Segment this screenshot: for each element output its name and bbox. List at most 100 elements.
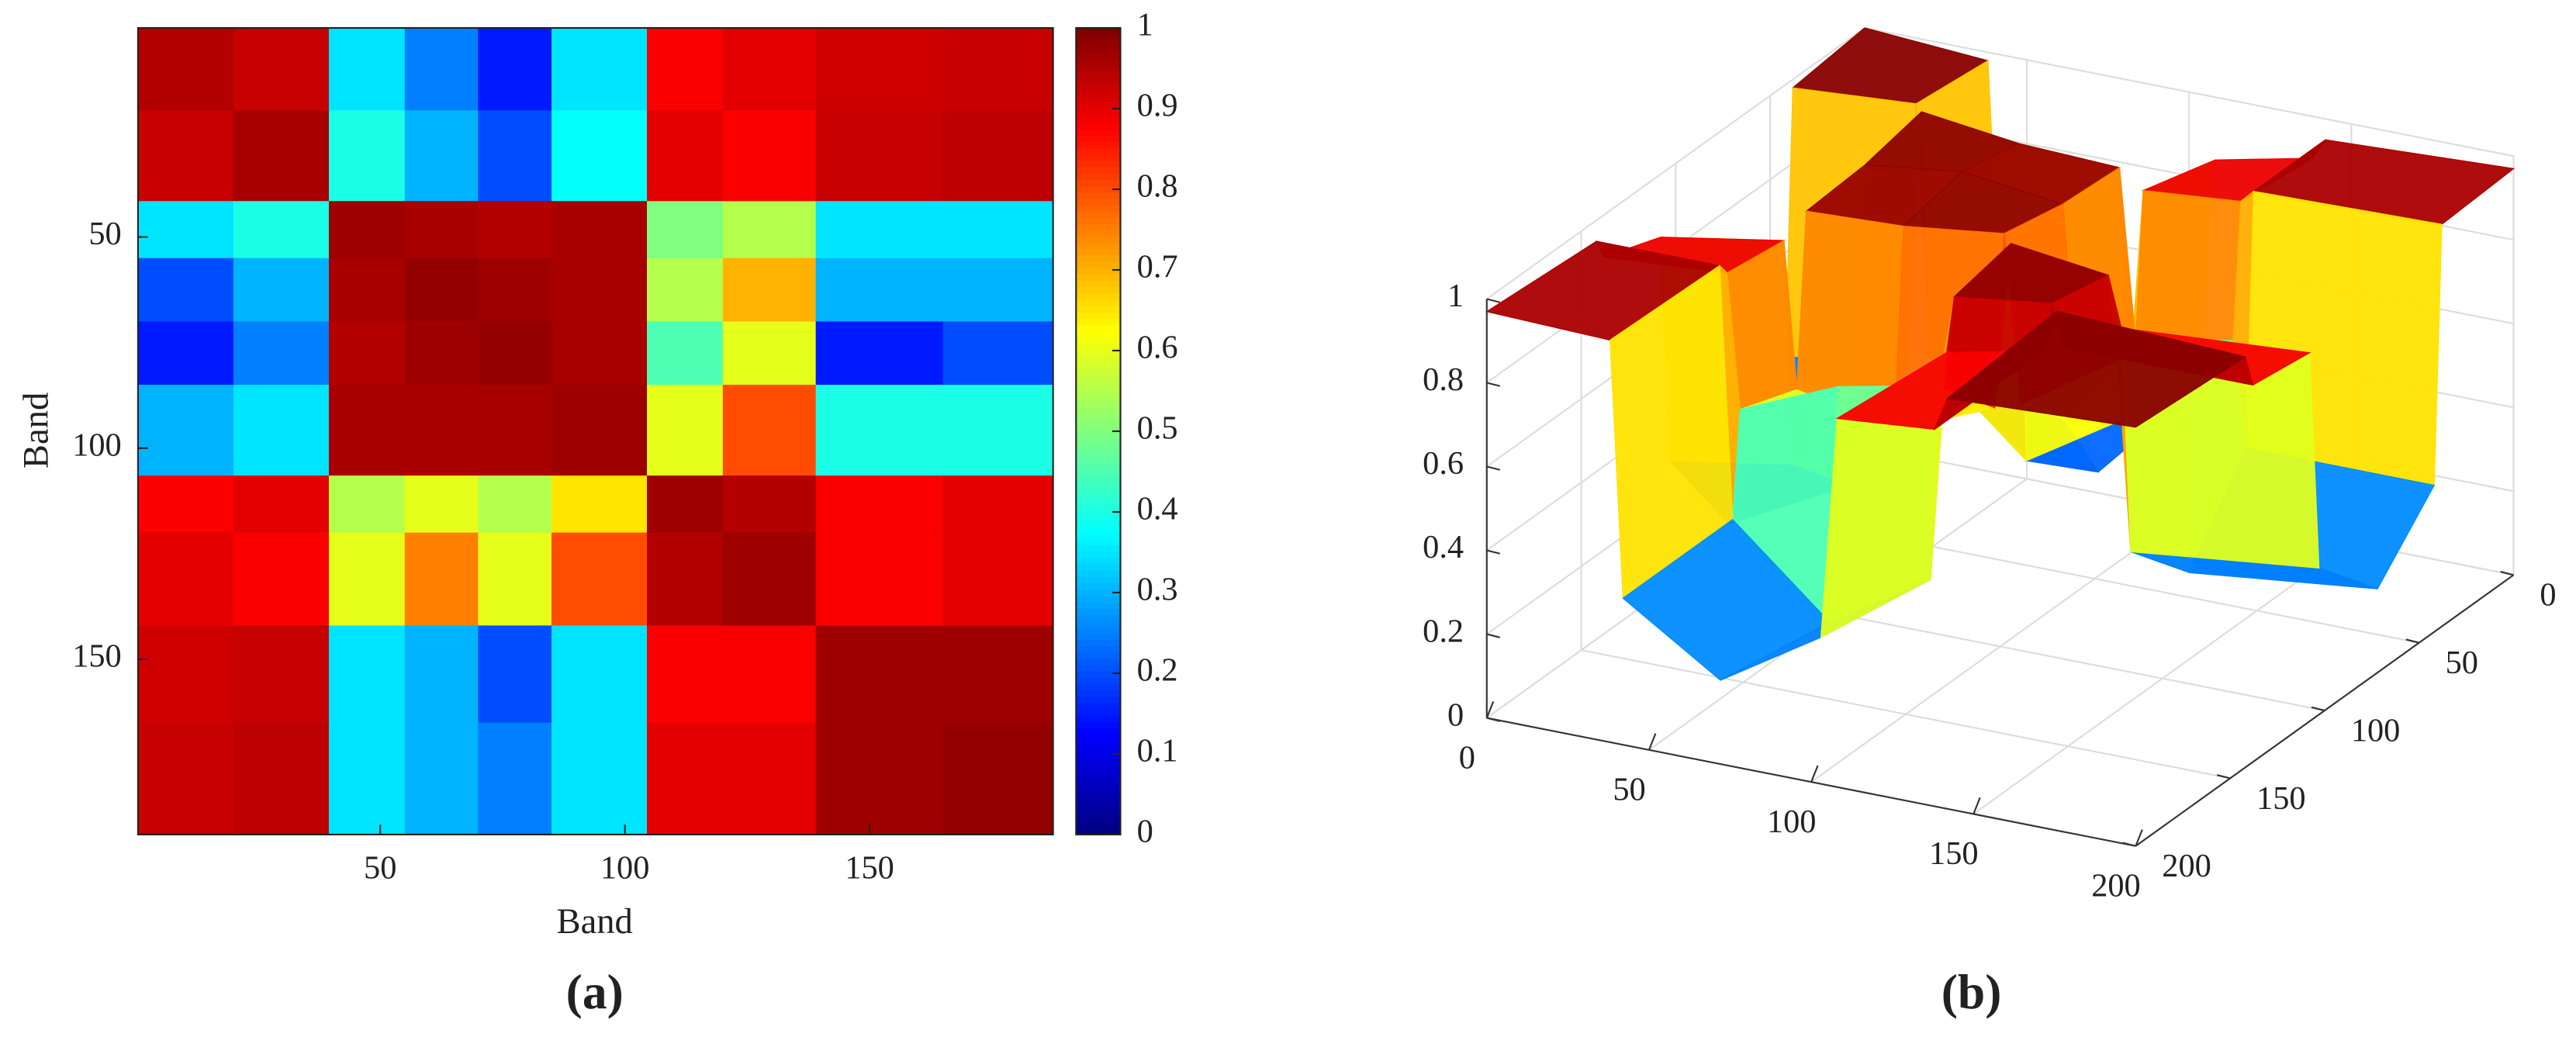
colorbar-stripe: [1076, 475, 1121, 483]
heat-cell: [815, 722, 944, 835]
heat-cell: [328, 110, 406, 202]
heat-cell: [942, 385, 1054, 476]
colorbar-stripe: [1076, 551, 1121, 558]
colorbar-stripe: [1076, 53, 1121, 60]
heat-cell: [328, 625, 406, 724]
heat-cell: [815, 110, 944, 202]
colorbar-stripe: [1076, 380, 1121, 389]
heat-cell: [233, 201, 330, 259]
heat-cell: [647, 532, 724, 627]
x-axis-label: Band: [557, 901, 633, 942]
heat-cell: [722, 722, 817, 835]
z-tick-label: 0.4: [1423, 529, 1464, 565]
heat-cell: [233, 28, 330, 112]
colorbar-stripe: [1076, 690, 1121, 697]
colorbar-tick-label: 1: [1137, 7, 1153, 43]
heat-cell: [478, 321, 552, 385]
x-tick: [1485, 700, 1495, 718]
surface-patch: [2135, 189, 2242, 344]
colorbar-stripe: [1076, 437, 1121, 445]
heat-cell: [328, 722, 406, 835]
colorbar-stripe: [1076, 387, 1121, 395]
colorbar-stripe: [1076, 752, 1121, 760]
z-tick-label: 0.6: [1423, 445, 1464, 482]
heat-cell: [942, 28, 1054, 112]
heat-cell: [551, 321, 648, 385]
heat-cell: [551, 625, 648, 724]
heat-cell: [815, 475, 944, 534]
colorbar-stripe: [1076, 116, 1121, 123]
colorbar-stripe: [1076, 361, 1121, 369]
heat-cell: [233, 321, 330, 385]
heat-cell: [815, 258, 944, 323]
heat-cell: [328, 321, 406, 385]
heat-cell: [478, 385, 552, 476]
heat-cell: [551, 532, 648, 627]
heat-cell: [647, 258, 724, 323]
colorbar-stripe: [1076, 652, 1121, 659]
colorbar-stripe: [1076, 40, 1121, 48]
heat-cell: [404, 110, 479, 202]
colorbar-stripe: [1076, 626, 1121, 634]
colorbar-tick-label: 0.9: [1137, 88, 1178, 124]
z-tick: [1486, 717, 1500, 722]
colorbar-stripe: [1076, 538, 1121, 546]
heat-cell: [137, 258, 234, 323]
colorbar-stripe: [1076, 696, 1121, 703]
colorbar-stripe: [1076, 740, 1121, 748]
heat-cell: [647, 722, 724, 835]
heat-cell: [942, 625, 1054, 724]
colorbar-stripe: [1076, 563, 1121, 571]
colorbar-stripe: [1076, 279, 1121, 288]
colorbar-stripe: [1076, 317, 1121, 325]
colorbar-stripe: [1076, 292, 1121, 300]
plot-frame: [137, 26, 1054, 836]
heat-cell: [942, 722, 1054, 835]
z-tick: [1486, 382, 1500, 387]
colorbar-stripe: [1076, 821, 1121, 829]
colorbar-stripe: [1076, 727, 1121, 735]
colorbar-stripe: [1076, 676, 1121, 685]
grid-line: [1486, 27, 1865, 300]
heat-cell: [328, 258, 406, 323]
heat-cell: [404, 258, 479, 323]
z-tick: [1486, 633, 1500, 638]
colorbar-stripe: [1076, 444, 1121, 451]
heat-cell: [478, 625, 552, 724]
y-axis-label: Band: [16, 392, 57, 468]
colorbar-stripe: [1076, 683, 1121, 691]
y-tick-label: 150: [72, 638, 122, 675]
colorbar-stripe: [1076, 462, 1121, 470]
grid-line: [1864, 26, 2514, 157]
heat-cell: [722, 28, 817, 112]
colorbar-stripe: [1076, 582, 1121, 590]
colorbar-tick-label: 0: [1137, 814, 1153, 850]
colorbar-stripe: [1076, 47, 1121, 54]
colorbar-stripe: [1076, 670, 1121, 678]
colorbar-stripe: [1076, 166, 1121, 174]
heat-cell: [815, 532, 944, 627]
colorbar-stripe: [1076, 330, 1121, 338]
x-tick-label: 50: [364, 849, 396, 886]
colorbar-stripe: [1076, 78, 1121, 86]
colorbar-stripe: [1076, 216, 1121, 224]
x-tick-label: 50: [1613, 772, 1645, 808]
heat-cell: [404, 321, 479, 385]
colorbar-stripe: [1076, 185, 1121, 193]
colorbar-stripe: [1076, 129, 1121, 137]
heat-cell: [942, 532, 1054, 627]
colorbar-stripe: [1076, 28, 1121, 36]
colorbar-stripe: [1076, 708, 1121, 716]
colorbar-stripe: [1076, 337, 1121, 344]
colorbar-stripe: [1076, 815, 1121, 823]
surface-patch: [1946, 310, 2247, 428]
colorbar-stripe: [1076, 645, 1121, 653]
heat-cell: [647, 110, 724, 202]
colorbar-stripe: [1076, 85, 1121, 92]
colorbar-tick-label: 0.4: [1137, 491, 1178, 527]
colorbar-stripe: [1076, 790, 1121, 798]
colorbar-stripe: [1076, 122, 1121, 130]
x-tick-label: 100: [1767, 804, 1817, 840]
x-tick-label: 200: [2091, 868, 2141, 904]
y-tick-label: 200: [2162, 848, 2211, 884]
